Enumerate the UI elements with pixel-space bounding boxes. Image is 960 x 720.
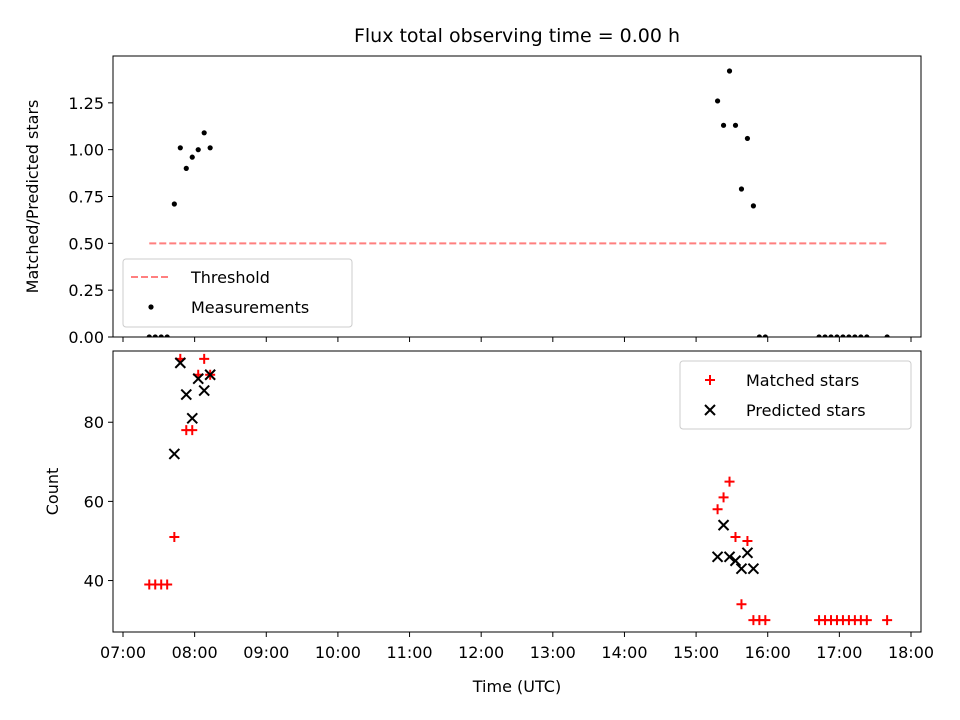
measurements-point	[846, 334, 852, 337]
legend-predicted-stars-swatch	[704, 404, 716, 416]
y-axis-label: Matched/Predicted stars	[23, 100, 42, 294]
matched-stars-point	[882, 615, 893, 626]
x-tick-label: 17:00	[816, 643, 862, 662]
predicted-stars-point	[717, 519, 730, 531]
measurements-point	[828, 334, 834, 337]
predicted-stars-point	[186, 412, 198, 424]
y-tick-label: 0.75	[68, 188, 104, 207]
measurements-point	[720, 122, 727, 128]
y-tick-label: 1.25	[68, 94, 104, 113]
legend-measurements-swatch	[148, 304, 154, 310]
measurements-point	[884, 334, 890, 337]
matched-stars-point	[187, 425, 198, 436]
measurements-point	[152, 334, 158, 337]
predicted-stars-point	[204, 369, 216, 381]
matched-stars-point	[199, 353, 210, 364]
y-tick-label: 0.00	[68, 328, 104, 347]
measurements-point	[726, 68, 733, 74]
matched-stars-point	[162, 579, 173, 590]
measurements-point	[171, 201, 177, 207]
measurements-point	[146, 334, 152, 337]
predicted-stars-point	[192, 372, 204, 385]
measurements-point	[201, 130, 207, 136]
matched-stars-point	[742, 535, 753, 546]
measurements-point	[840, 334, 846, 337]
legend-measurements-label: Measurements	[191, 298, 309, 317]
chart-title: Flux total observing time = 0.00 h	[354, 25, 680, 47]
matched-stars-point	[169, 532, 180, 543]
measurements-point	[852, 334, 858, 337]
measurements-point	[834, 334, 840, 337]
measurements-point	[822, 334, 828, 337]
x-tick-label: 16:00	[745, 643, 791, 662]
y-tick-label: 1.00	[68, 141, 104, 160]
measurements-point	[183, 165, 189, 171]
x-tick-label: 09:00	[243, 643, 289, 662]
predicted-stars-point	[198, 384, 210, 397]
y-tick-label: 0.25	[68, 281, 104, 300]
plot-area	[146, 68, 890, 337]
x-tick-label: 12:00	[458, 643, 504, 662]
legend: Matched stars Predicted stars	[679, 360, 912, 430]
x-tick-label: 10:00	[315, 643, 361, 662]
matched-stars-point	[724, 476, 735, 487]
x-tick-label: 11:00	[386, 643, 432, 662]
predicted-stars-point	[741, 547, 754, 559]
y-tick-label: 40	[84, 572, 104, 591]
x-tick-label: 15:00	[673, 643, 719, 662]
legend-predicted-stars-label: Predicted stars	[746, 401, 866, 420]
measurements-point	[714, 98, 721, 104]
predicted-stars-point	[747, 562, 760, 575]
legend-box	[122, 258, 353, 328]
predicted-stars-point	[735, 562, 748, 575]
predicted-stars-point	[711, 551, 724, 563]
matched-stars-point	[718, 492, 729, 503]
measurements-point	[177, 145, 183, 151]
y-tick-label: 60	[84, 492, 104, 511]
y-tick-label: 80	[84, 413, 104, 432]
top-panel: 0.00 0.25 0.50 0.75 1.00 1.25 Matched/Predicte…	[23, 25, 922, 347]
predicted-stars-point	[174, 357, 187, 369]
legend-threshold-label: Threshold	[190, 268, 270, 287]
axes-frame	[112, 350, 922, 633]
measurements-point	[738, 186, 745, 192]
legend-box	[679, 360, 912, 430]
y-tick-label: 0.50	[68, 234, 104, 253]
measurements-point	[195, 147, 201, 153]
measurements-point	[756, 334, 762, 337]
measurements-point	[864, 334, 870, 337]
x-tick-label: 08:00	[172, 643, 218, 662]
measurements-point	[762, 334, 768, 337]
measurements-point	[750, 203, 757, 209]
x-axis-label: Time (UTC)	[472, 677, 561, 696]
measurements-point	[858, 334, 864, 337]
x-tick-label: 13:00	[530, 643, 576, 662]
legend-matched-stars-swatch	[705, 375, 715, 385]
predicted-stars-point	[729, 555, 742, 567]
measurements-point	[164, 334, 170, 337]
matched-stars-point	[760, 615, 771, 626]
matched-stars-point	[736, 599, 747, 610]
measurements-point	[732, 122, 739, 128]
matched-stars-point	[730, 532, 741, 543]
measurements-point	[207, 145, 213, 151]
legend: Threshold Measurements	[122, 258, 353, 328]
x-tick-label: 18:00	[888, 643, 934, 662]
measurements-point	[816, 334, 822, 337]
predicted-stars-point	[168, 448, 181, 460]
matched-stars-point	[712, 504, 723, 515]
x-tick-label: 07:00	[100, 643, 146, 662]
measurements-point	[189, 154, 195, 160]
measurements-point	[158, 334, 164, 337]
predicted-stars-point	[180, 388, 192, 401]
y-axis-label: Count	[43, 468, 62, 516]
bottom-panel: 40 60 80 07:00 08:00 09:00 10:00 11:00 12:00 13:0…	[43, 350, 934, 696]
x-tick-label: 14:00	[601, 643, 647, 662]
legend-matched-stars-label: Matched stars	[746, 371, 859, 390]
plot-area	[144, 353, 893, 626]
predicted-stars-point	[723, 551, 736, 563]
measurements-point	[744, 135, 751, 142]
matched-stars-point	[861, 615, 872, 626]
